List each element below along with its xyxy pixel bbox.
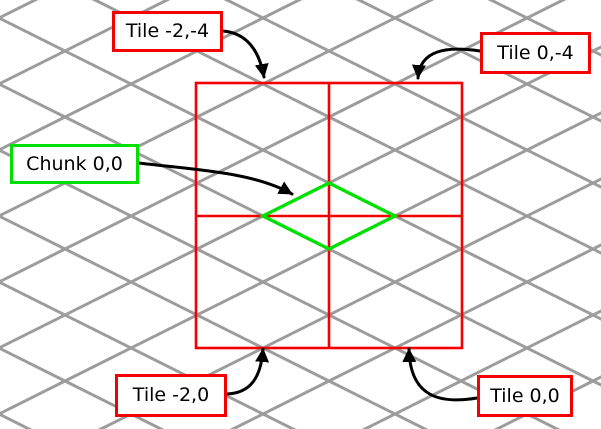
callout-chunk-0-0: Chunk 0,0: [10, 144, 139, 184]
callout-label: Tile 0,0: [490, 384, 560, 407]
arrow-tile-0-minus4: [411, 47, 482, 80]
callout-tile-0-0: Tile 0,0: [477, 375, 573, 417]
chunk-diamond: [259, 181, 399, 251]
callout-label: Chunk 0,0: [26, 152, 123, 175]
callout-tile-0-minus4: Tile 0,-4: [480, 32, 591, 74]
arrow-tile-0-0: [402, 347, 479, 402]
tile-boundaries: [194, 81, 464, 350]
callout-label: Tile -2,0: [132, 384, 210, 406]
callout-tile-minus2-0: Tile -2,0: [115, 374, 227, 417]
arrow-chunk-0-0: [137, 161, 294, 196]
callout-label: Tile 0,-4: [497, 41, 574, 64]
callout-tile-minus2-minus4: Tile -2,-4: [112, 11, 223, 52]
arrow-tile-minus2-0: [225, 347, 270, 396]
arrow-tile-minus2-minus4: [221, 29, 269, 79]
callout-arrows: [137, 29, 482, 402]
callout-label: Tile -2,-4: [125, 20, 210, 42]
